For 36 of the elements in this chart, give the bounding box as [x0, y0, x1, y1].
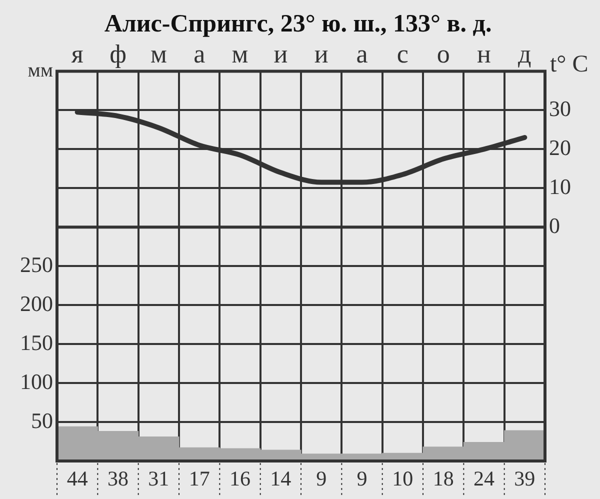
chart-title: Алис-Спрингс, 23° ю. ш., 133° в. д. — [104, 10, 492, 38]
data-label: 10 — [392, 466, 414, 491]
x-tick-label: и — [314, 39, 328, 68]
data-label: 14 — [270, 466, 292, 491]
y-tick-label: 100 — [20, 368, 53, 394]
y-tick-label: 150 — [20, 330, 53, 355]
x-tick-label: н — [477, 39, 492, 68]
data-label: 16 — [230, 466, 250, 491]
x-tick-label: ф — [110, 39, 126, 68]
data-label: 9 — [356, 466, 368, 491]
y-tick-label: 50 — [31, 408, 53, 433]
y2-axis-title: t° C — [550, 51, 588, 78]
x-tick-label: и — [274, 39, 288, 68]
y-tick-label: 250 — [20, 252, 53, 277]
y2-tick-label: 20 — [549, 134, 571, 160]
y2-tick-label: 10 — [549, 174, 571, 199]
data-label: 24 — [474, 466, 495, 491]
data-label: 17 — [188, 466, 210, 491]
data-label: 31 — [148, 466, 170, 491]
x-tick-label: д — [518, 39, 532, 68]
y2-tick-label: 0 — [549, 212, 560, 238]
x-tick-label: с — [396, 39, 408, 68]
y2-tick-label: 30 — [549, 96, 571, 121]
data-label: 39 — [514, 466, 536, 491]
x-tick-label: а — [356, 39, 368, 68]
y-axis-title: мм — [28, 59, 54, 82]
data-label: 18 — [432, 466, 454, 491]
x-tick-label: а — [194, 39, 206, 68]
x-tick-label: я — [71, 39, 84, 68]
x-tick-label: м — [232, 39, 248, 68]
data-label: 44 — [66, 466, 88, 491]
x-tick-label: о — [436, 39, 450, 68]
y-tick-label: 200 — [20, 290, 53, 316]
x-tick-label: м — [150, 39, 167, 68]
data-label: 9 — [316, 466, 327, 491]
data-label: 38 — [108, 466, 128, 491]
